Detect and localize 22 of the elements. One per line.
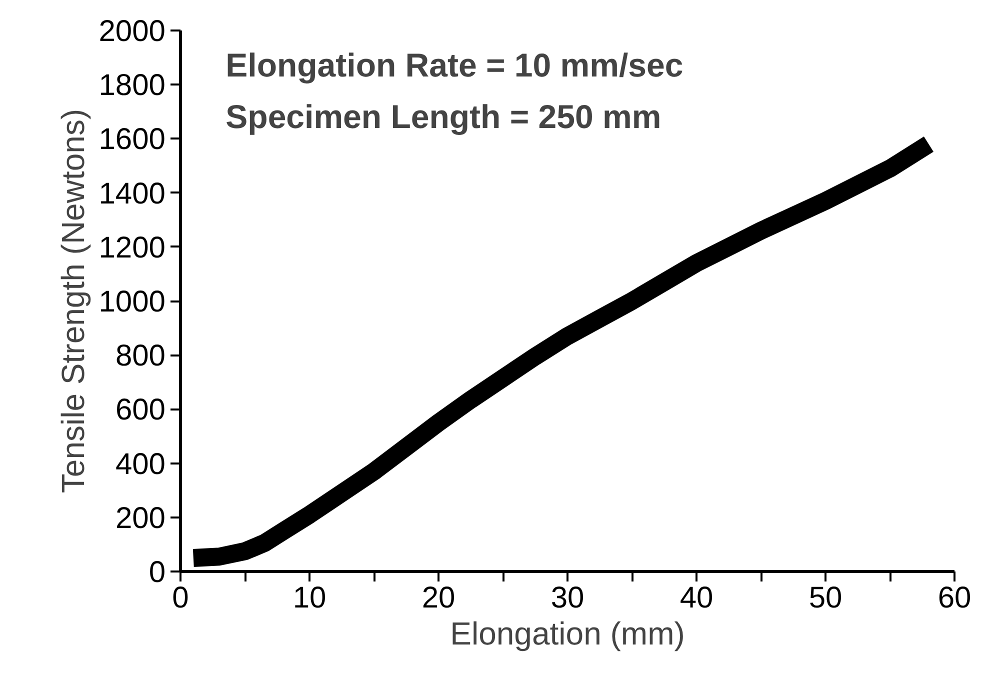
y-tick-label: 1000 [98, 286, 166, 318]
y-tick-label: 600 [115, 394, 166, 427]
y-axis-title: Tensile Strength (Newtons) [54, 108, 91, 494]
y-tick-label: 400 [115, 448, 166, 481]
x-tick-label: 20 [422, 582, 456, 614]
x-tick-label: 50 [808, 582, 842, 614]
x-tick-label: 0 [172, 582, 189, 614]
y-tick-label: 800 [115, 340, 166, 373]
y-tick-label: 2000 [98, 15, 166, 48]
y-tick-label: 1200 [98, 231, 166, 264]
y-tick-label: 200 [115, 502, 166, 535]
annotation: Elongation Rate = 10 mm/sec [226, 46, 684, 84]
x-tick-label: 10 [292, 582, 326, 614]
y-tick-label: 0 [148, 556, 166, 589]
x-axis-title: Elongation (mm) [450, 616, 685, 652]
x-tick-label: 40 [680, 582, 714, 614]
x-tick-label: 60 [938, 582, 972, 614]
annotation: Specimen Length = 250 mm [226, 98, 662, 136]
y-tick-label: 1800 [98, 69, 166, 102]
y-tick-label: 1600 [98, 123, 166, 156]
x-tick-label: 30 [550, 582, 584, 614]
y-tick-label: 1400 [98, 177, 166, 210]
